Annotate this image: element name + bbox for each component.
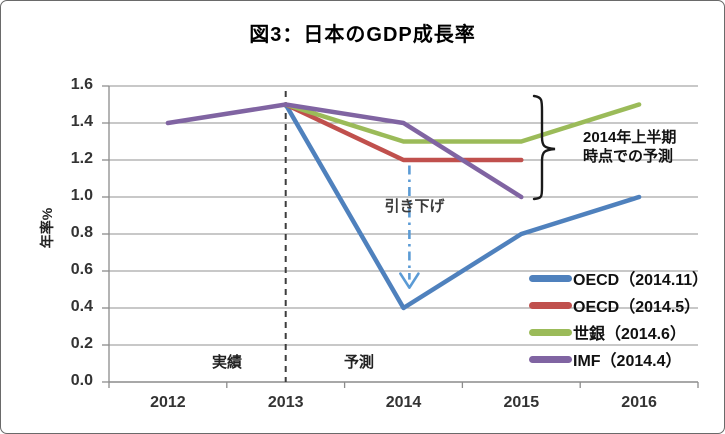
x-tick-label: 2016: [621, 394, 657, 411]
y-tick-label: 0.2: [70, 335, 93, 352]
series-line-3: [165, 102, 524, 200]
x-tick-label: 2012: [150, 394, 186, 411]
annotation-downgrade-label: 引き下げ: [384, 198, 445, 215]
annotation-forecast-label: 予測: [343, 354, 374, 371]
brace: [532, 94, 556, 201]
y-tick-label: 1.6: [70, 76, 93, 93]
series-line-1: [283, 102, 524, 163]
legend-label: OECD（2014.5）: [573, 299, 701, 316]
downgrade-arrow-head: [399, 272, 420, 289]
x-tick-label: 2014: [385, 394, 422, 411]
series-line-2: [283, 102, 642, 144]
legend-label: 世銀（2014.6）: [573, 326, 686, 343]
y-tick-label: 0.6: [70, 261, 93, 278]
legend-item-oecd-2014-11: OECD（2014.11）: [529, 267, 708, 289]
brace-note-line2: 時点での予測: [583, 148, 674, 165]
legend-item-imf-2014-4: IMF（2014.4）: [529, 348, 708, 370]
legend-item-oecd-2014-5: OECD（2014.5）: [529, 294, 708, 316]
legend-swatch-oecd-2014-5: [529, 301, 572, 309]
annotation-actual-label: 実績: [211, 354, 242, 371]
y-tick-label: 0.8: [70, 224, 93, 241]
legend-item-worldbank-2014-6: 世銀（2014.6）: [529, 321, 708, 343]
legend-swatch-imf-2014-4: [529, 355, 572, 363]
legend-swatch-oecd-2014-11: [529, 274, 572, 282]
x-tick-label: 2013: [267, 394, 304, 411]
legend: OECD（2014.11） OECD（2014.5） 世銀（2014.6） IM…: [529, 267, 708, 375]
y-tick-label: 1.0: [70, 187, 93, 204]
legend-label: OECD（2014.11）: [573, 272, 709, 289]
x-tick-label: 2015: [503, 394, 540, 411]
legend-label: IMF（2014.4）: [573, 353, 682, 370]
y-tick-label: 0.4: [70, 298, 93, 315]
annotation-brace-note: 2014年上半期 時点での予測: [583, 128, 723, 166]
legend-swatch-worldbank-2014-6: [529, 328, 572, 336]
chart-title: 図3：日本のGDP成長率: [249, 24, 476, 46]
y-tick-label: 0.0: [70, 372, 93, 389]
series-line-0: [283, 102, 642, 311]
y-tick-label: 1.4: [70, 113, 93, 130]
y-tick-label: 1.2: [70, 150, 93, 167]
brace-note-line1: 2014年上半期: [583, 129, 677, 146]
